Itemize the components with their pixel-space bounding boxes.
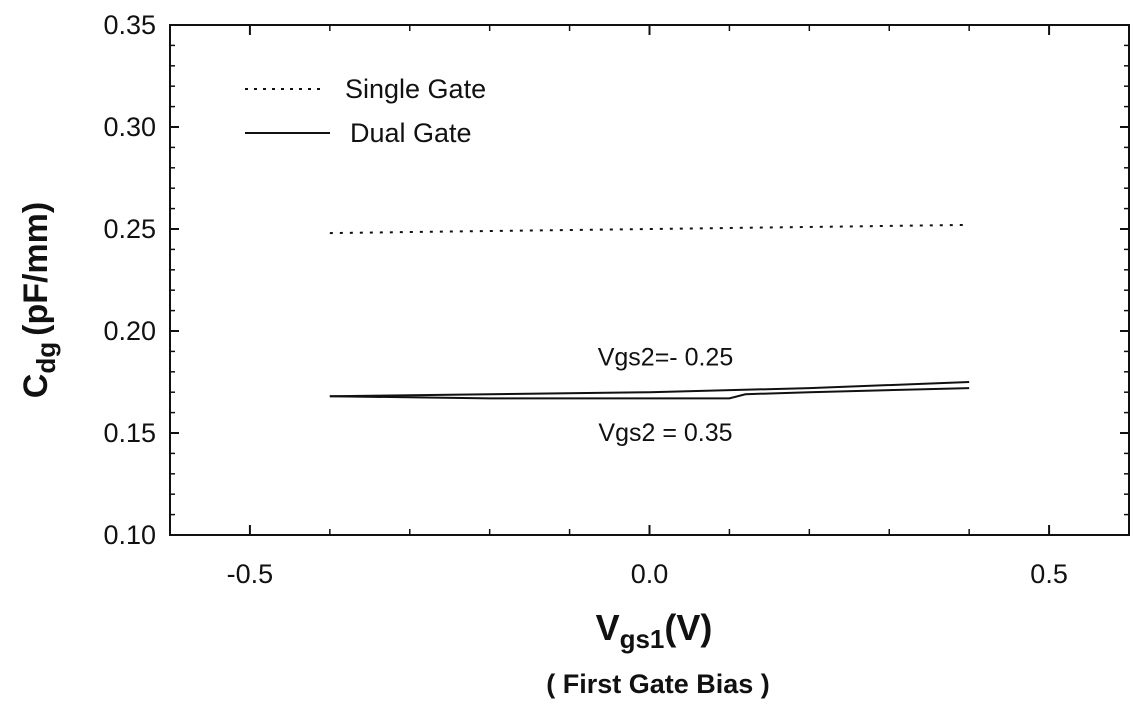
x-axis-title-main: V <box>596 607 620 648</box>
legend-label-dual-gate: Dual Gate <box>350 118 472 148</box>
y-axis-title-sub: dg <box>31 342 61 374</box>
x-tick-label-0-5: -0.5 <box>227 559 274 589</box>
plot-frame <box>169 24 1130 536</box>
x-tick-label-0-0: 0.0 <box>631 559 669 589</box>
series-line-dual-gate-2 <box>329 387 970 400</box>
y-tick-label-0-10: 0.10 <box>103 520 156 550</box>
x-axis-title: Vgs1(V) <box>596 607 713 654</box>
series-line-dual-gate-1 <box>329 381 970 398</box>
x-axis-note: ( First Gate Bias ) <box>546 669 770 699</box>
y-axis-title-unit: (pF/mm) <box>17 202 55 336</box>
y-tick-label-0-20: 0.20 <box>103 316 156 346</box>
x-tick-labels: -0.5 0.0 0.5 <box>227 559 1068 589</box>
y-tick-label-0-15: 0.15 <box>103 418 156 448</box>
y-axis-title-main: C <box>17 374 55 399</box>
y-tick-label-0-35: 0.35 <box>103 10 156 40</box>
y-tick-label-0-25: 0.25 <box>103 214 156 244</box>
y-axis-title: Cdg (pF/mm) <box>17 202 61 398</box>
y-tick-label-0-30: 0.30 <box>103 112 156 142</box>
x-tick-label-0-5: 0.5 <box>1030 559 1068 589</box>
minor-ticks <box>169 25 1130 535</box>
y-tick-labels: 0.10 0.15 0.20 0.25 0.30 0.35 <box>103 10 156 550</box>
series-group <box>329 223 970 400</box>
x-axis-title-sub: gs1 <box>620 624 665 654</box>
legend-label-single-gate: Single Gate <box>345 74 486 104</box>
annotation-0: Vgs2=- 0.25 <box>598 344 734 372</box>
series-line-single-gate-0 <box>329 223 970 235</box>
annotation-1: Vgs2 = 0.35 <box>598 419 732 447</box>
legend: Single Gate Dual Gate <box>245 74 486 148</box>
annotation-group: Vgs2=- 0.25 Vgs2 = 0.35 <box>598 344 734 447</box>
x-axis-title-unit: (V) <box>664 607 712 648</box>
major-ticks <box>170 24 1129 536</box>
